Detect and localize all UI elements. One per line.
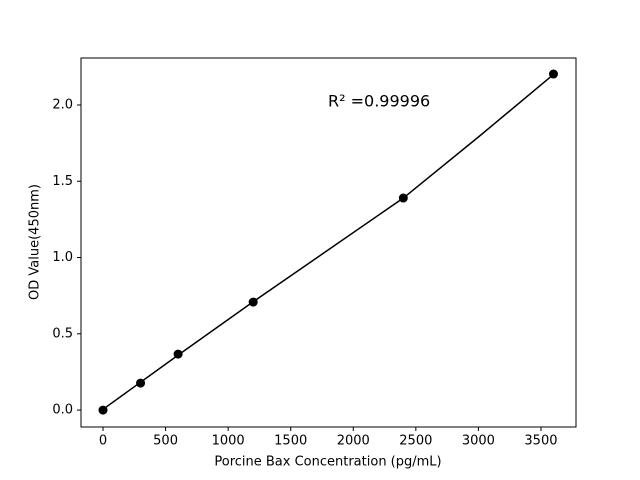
x-tick-label: 2500 [399, 434, 432, 449]
y-tick-label: 0.5 [52, 326, 73, 341]
data-point [136, 378, 146, 388]
data-point [398, 193, 408, 203]
x-tick-label: 2000 [337, 434, 370, 449]
y-tick-label: 1.0 [52, 250, 73, 265]
y-tick-label: 1.5 [52, 174, 73, 189]
x-tick-label: 3500 [524, 434, 557, 449]
fit-line [102, 73, 554, 410]
y-axis-label: OD Value(450nm) [28, 184, 43, 300]
data-point [548, 69, 558, 79]
x-tick-label: 500 [153, 434, 178, 449]
x-tick-label: 0 [99, 434, 107, 449]
y-tick-label: 0.0 [52, 403, 73, 418]
x-tick-label: 1000 [212, 434, 245, 449]
x-axis-label: Porcine Bax Concentration (pg/mL) [214, 455, 441, 470]
x-tick-label: 1500 [274, 434, 307, 449]
data-point [248, 297, 258, 307]
x-tick-label: 3000 [462, 434, 495, 449]
data-point [98, 405, 108, 415]
annotation: R² =0.99996 [328, 92, 430, 111]
data-point [173, 349, 183, 359]
y-tick-label: 2.0 [52, 97, 73, 112]
plot-frame [80, 57, 577, 428]
